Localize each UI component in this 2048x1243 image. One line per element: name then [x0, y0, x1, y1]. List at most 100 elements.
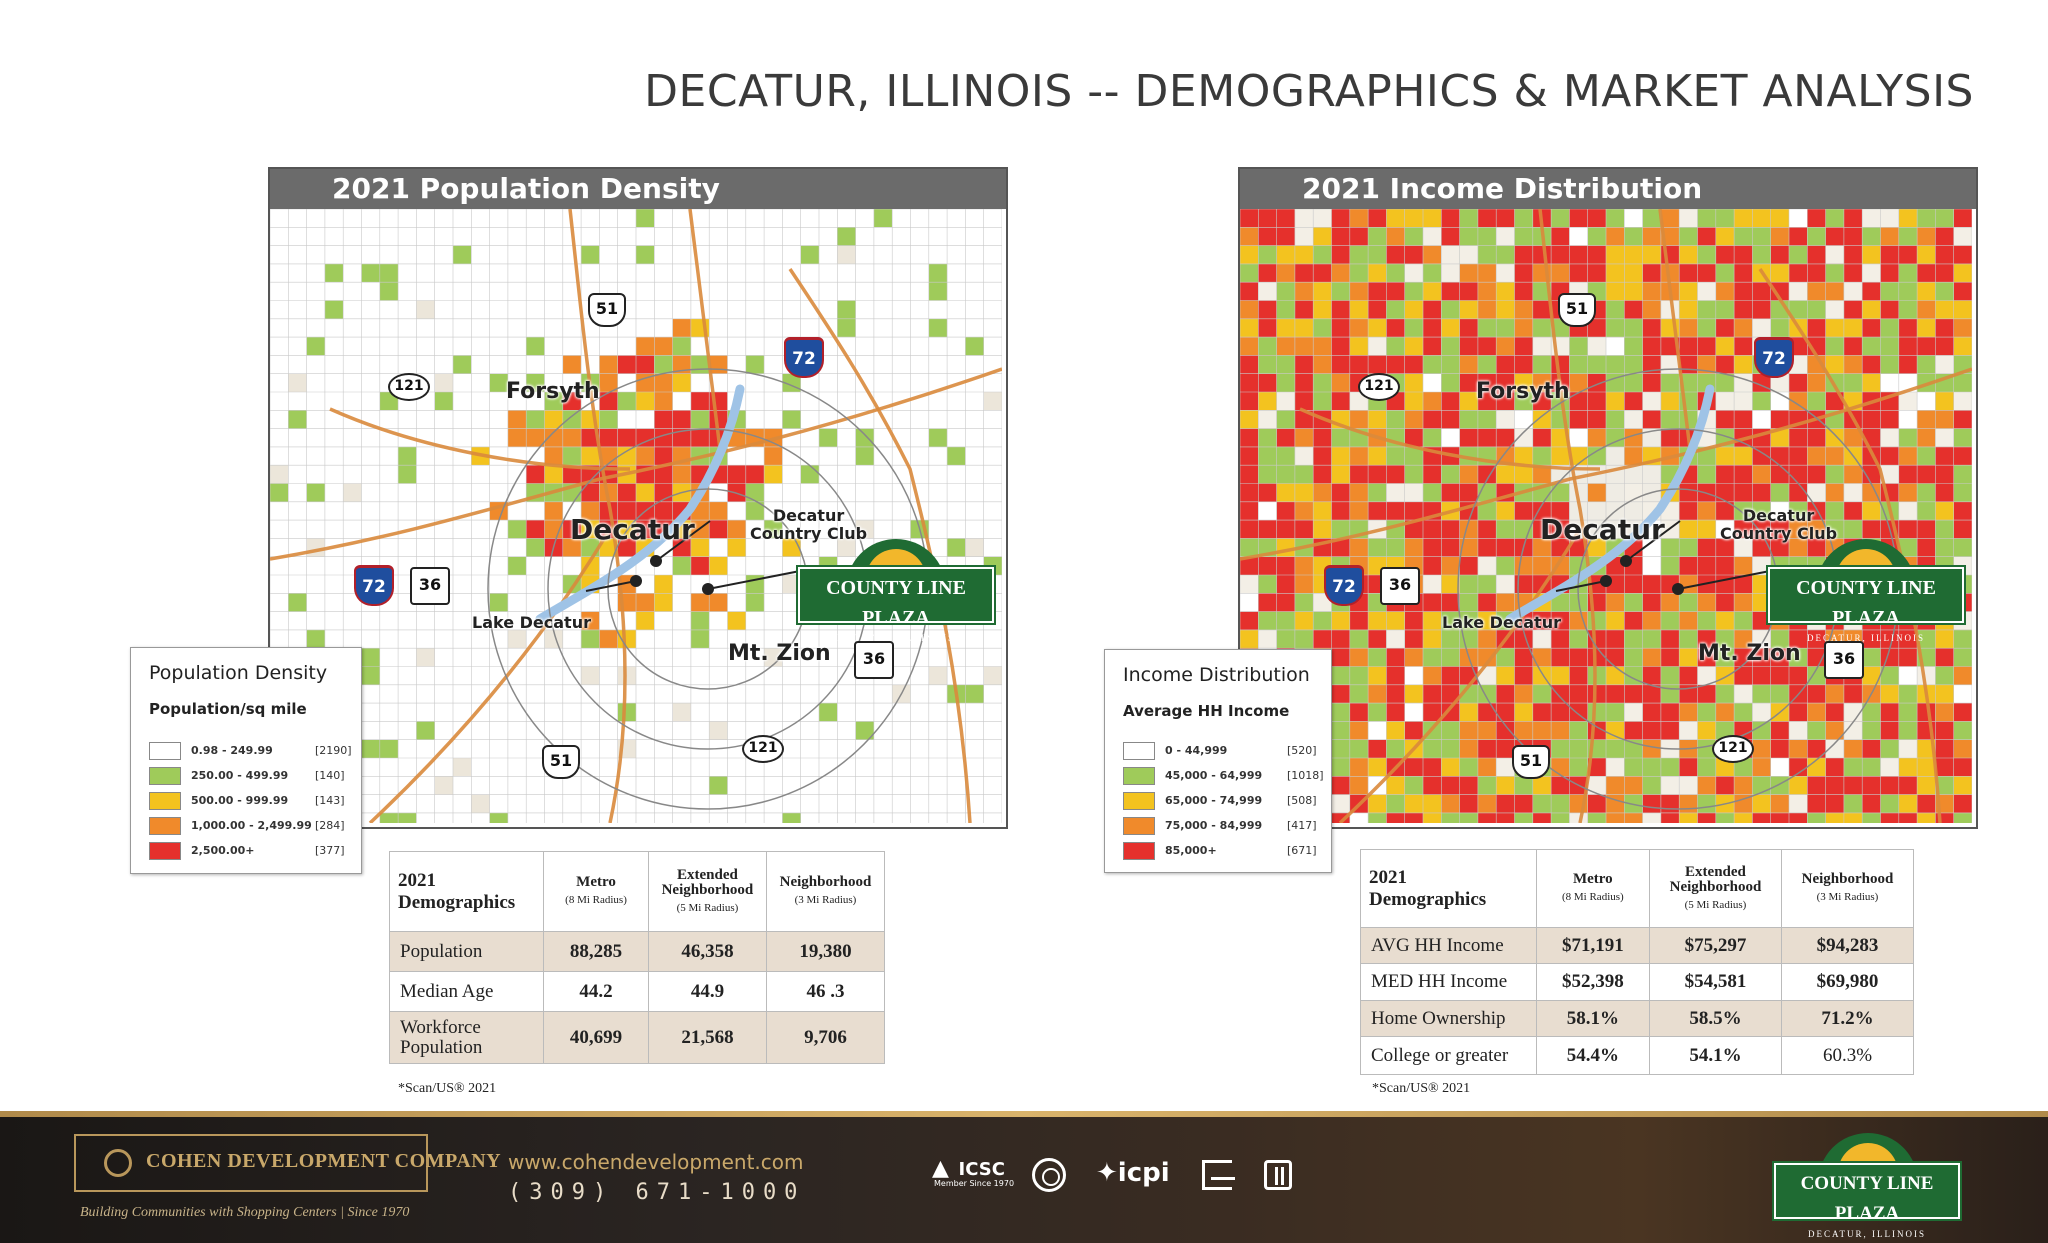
table-corner: 2021 Demographics [388, 851, 545, 932]
column-name: Metro [576, 874, 616, 890]
table-row: AVG HH Income $71,191 $75,297 $94,283 [1360, 927, 1915, 964]
density-map-canvas [270, 209, 1002, 823]
plaza-sub: DECATUR, ILLINOIS [1808, 1229, 1926, 1239]
label-lake-decatur: Lake Decatur [1442, 613, 1561, 632]
cell-value: 58.5% [1648, 1000, 1782, 1037]
certification-logo-icon [1264, 1160, 1292, 1190]
cohen-logo[interactable]: COHEN DEVELOPMENT COMPANY [74, 1134, 501, 1192]
column-sub: (5 Mi Radius) [676, 901, 739, 914]
county-line-plaza-logo: COUNTY LINE PLAZA DECATUR, ILLINOIS [1766, 539, 1966, 643]
interstate-72-shield-icon: 72 [784, 337, 824, 378]
income-map-title: 2021 Income Distribution [1240, 169, 1976, 209]
density-map-title: 2021 Population Density [270, 169, 1006, 209]
cell-value: 44.2 [543, 971, 649, 1012]
cell-value: $69,980 [1780, 963, 1915, 1001]
cell-value: $75,297 [1648, 927, 1782, 964]
legend-swatch [1123, 842, 1155, 860]
demographics-table-left: 2021 Demographics Metro (8 Mi Radius) Ext… [388, 851, 886, 1064]
legend-label: 45,000 - 64,999 [1165, 769, 1263, 782]
column-sub: (8 Mi Radius) [1561, 891, 1624, 903]
column-header: Extended Neighborhood (5 Mi Radius) [1648, 849, 1782, 928]
legend-label: 0 - 44,999 [1165, 744, 1228, 757]
row-label: Home Ownership [1360, 1000, 1537, 1037]
cell-value: $52,398 [1535, 963, 1650, 1001]
label-mt-zion: Mt. Zion [1698, 641, 1801, 666]
source-note: *Scan/US® 2021 [398, 1081, 497, 1096]
cell-value: 21,568 [647, 1011, 767, 1064]
cell-value: 46,358 [647, 931, 767, 972]
plaza-sub: DECATUR, ILLINOIS [1807, 633, 1925, 643]
footer-divider [0, 1111, 2048, 1117]
us51-shield-icon: 51 [542, 745, 580, 779]
label-country-club: Decatur Country Club [750, 506, 868, 543]
legend-swatch [1123, 742, 1155, 760]
us36-shield-icon: 36 [1380, 567, 1420, 605]
table-row: Median Age 44.2 44.9 46 .3 [388, 971, 886, 1012]
label-decatur: Decatur [570, 513, 695, 546]
legend-count: [508] [1287, 794, 1317, 807]
column-header: Neighborhood (3 Mi Radius) [1780, 849, 1915, 928]
cell-value: 19,380 [765, 931, 886, 972]
cell-value: 44.9 [647, 971, 767, 1012]
legend-label: 75,000 - 84,999 [1165, 819, 1263, 832]
route121-shield-icon: 121 [1358, 373, 1400, 401]
legend-count: [1018] [1287, 769, 1324, 782]
table-row: Home Ownership 58.1% 58.5% 71.2% [1360, 1000, 1915, 1037]
legend-label: 85,000+ [1165, 844, 1217, 857]
legend-count: [284] [315, 819, 345, 832]
icsc-logo: ▲ ICSC Member Since 1970 [932, 1156, 1014, 1188]
legend-swatch [149, 767, 181, 785]
legend-swatch [1123, 792, 1155, 810]
column-sub: (8 Mi Radius) [565, 894, 627, 906]
legend-count: [417] [1287, 819, 1317, 832]
realtor-logo-icon [1202, 1160, 1235, 1190]
source-note: *Scan/US® 2021 [1372, 1081, 1471, 1096]
legend-count: [2190] [315, 744, 352, 757]
density-legend: Population Density Population/sq mile 0.… [130, 647, 362, 874]
plaza-sub: DECATUR, ILLINOIS [837, 633, 955, 643]
seal-icon [1032, 1158, 1066, 1192]
legend-subtitle: Population/sq mile [149, 700, 307, 718]
website-link[interactable]: www.cohendevelopment.com [508, 1150, 804, 1174]
phone-number[interactable]: (309) 671-1000 [508, 1180, 806, 1205]
density-map-panel: 2021 Population Density Forsyth Decatur … [268, 167, 1008, 829]
legend-subtitle: Average HH Income [1123, 702, 1290, 720]
legend-swatch [1123, 817, 1155, 835]
footer-plaza-logo: COUNTY LINE PLAZA DECATUR, ILLINOIS [1772, 1133, 1962, 1239]
icsc-label: ICSC [958, 1159, 1005, 1180]
label-forsyth: Forsyth [506, 379, 600, 404]
route121-shield-icon: 121 [388, 373, 430, 401]
icsc-icon: ▲ [932, 1156, 949, 1181]
footer-bar [0, 1111, 2048, 1243]
legend-label: 250.00 - 499.99 [191, 769, 289, 782]
column-name: Extended Neighborhood [661, 866, 754, 898]
cell-value: 9,706 [765, 1011, 886, 1064]
label-lake-decatur: Lake Decatur [472, 613, 591, 632]
income-map-canvas [1240, 209, 1972, 823]
cell-value: 58.1% [1535, 1000, 1650, 1037]
label-country-club: Decatur Country Club [1720, 506, 1838, 543]
page-title: DECATUR, ILLINOIS -- DEMOGRAPHICS & MARK… [644, 66, 1974, 117]
income-legend: Income Distribution Average HH Income 0 … [1104, 649, 1332, 873]
income-map[interactable] [1240, 209, 1976, 827]
column-name: Extended Neighborhood [1669, 863, 1762, 895]
density-map[interactable] [270, 209, 1006, 827]
cohen-emblem-icon [104, 1149, 132, 1177]
route121-shield-icon: 121 [742, 735, 784, 763]
column-sub: (5 Mi Radius) [1684, 898, 1747, 911]
table-row: College or greater 54.4% 54.1% 60.3% [1360, 1036, 1915, 1075]
column-header: Extended Neighborhood (5 Mi Radius) [647, 851, 767, 932]
legend-label: 2,500.00+ [191, 844, 255, 857]
company-name: COHEN DEVELOPMENT COMPANY [146, 1150, 502, 1172]
interstate-72-shield-icon: 72 [1324, 565, 1364, 606]
row-label: Median Age [388, 971, 545, 1012]
row-label: Workforce Population [388, 1011, 545, 1064]
cell-value: 88,285 [543, 931, 649, 972]
icsc-sub: Member Since 1970 [934, 1179, 1015, 1188]
label-decatur: Decatur [1540, 513, 1665, 546]
legend-swatch [149, 842, 181, 860]
column-header: Metro (8 Mi Radius) [543, 851, 649, 932]
table-row: Population 88,285 46,358 19,380 [388, 931, 886, 972]
column-sub: (3 Mi Radius) [794, 894, 857, 906]
legend-label: 500.00 - 999.99 [191, 794, 289, 807]
